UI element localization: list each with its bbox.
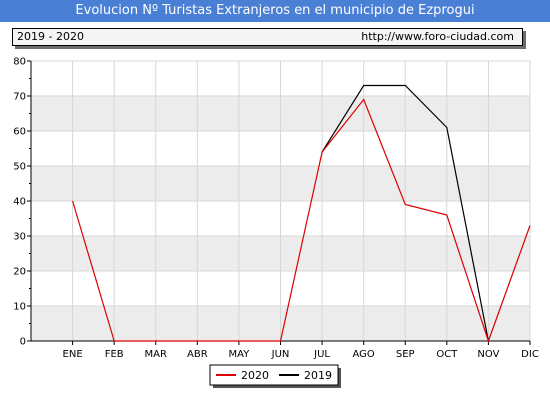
year-range-label: 2019 - 2020	[17, 30, 84, 43]
x-tick-label-dic: DIC	[521, 349, 539, 360]
x-tick-label-sep: SEP	[396, 349, 415, 360]
y-tick-label: 70	[13, 92, 26, 103]
y-tick-label: 40	[13, 197, 26, 208]
source-url: http://www.foro-ciudad.com	[361, 30, 514, 43]
y-tick-label: 0	[20, 337, 26, 348]
y-tick-label: 50	[13, 162, 26, 173]
x-tick-label-abr: ABR	[187, 349, 208, 360]
x-tick-label-ene: ENE	[63, 349, 83, 360]
info-box: 2019 - 2020 http://www.foro-ciudad.com	[12, 28, 523, 46]
y-tick-label: 10	[13, 302, 26, 313]
legend-box	[209, 364, 339, 386]
y-tick-label: 60	[13, 127, 26, 138]
x-tick-label-nov: NOV	[477, 349, 499, 360]
y-tick-label: 20	[13, 267, 26, 278]
legend-label-2019: 2019	[304, 369, 332, 382]
x-tick-label-jun: JUN	[271, 349, 290, 360]
x-tick-label-ago: AGO	[353, 349, 375, 360]
y-tick-label: 80	[13, 57, 26, 68]
x-tick-label-may: MAY	[229, 349, 251, 360]
x-tick-label-oct: OCT	[436, 349, 458, 360]
chart-title: Evolucion Nº Turistas Extranjeros en el …	[0, 0, 550, 22]
series-line-2020	[72, 98, 531, 343]
legend-label-2020: 2020	[241, 369, 269, 382]
x-tick-label-mar: MAR	[145, 349, 167, 360]
y-tick-label: 30	[13, 232, 26, 243]
x-tick-label-jul: JUL	[313, 349, 330, 360]
series-line-2019	[321, 84, 489, 342]
x-tick-label-feb: FEB	[105, 349, 124, 360]
